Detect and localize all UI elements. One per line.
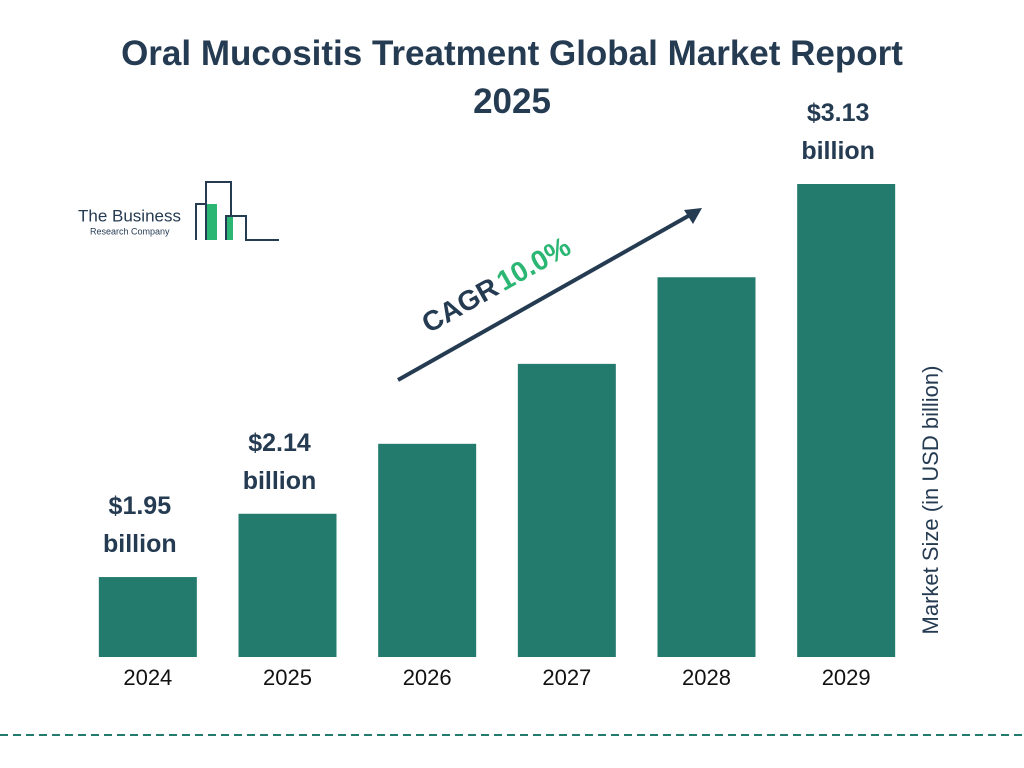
bar [797,184,896,657]
x-tick-label: 2024 [123,665,172,690]
chart-title: Oral Mucositis Treatment Global Market R… [121,34,903,121]
x-tick-label: 2025 [263,665,312,690]
x-tick-label: 2026 [403,665,452,690]
bar [238,513,337,657]
logo: The Business Research Company [78,181,279,241]
value-label: $1.95 billion [103,492,177,559]
y-axis-label: Market Size (in USD billion) [918,366,943,635]
bar [517,363,616,657]
logo-text: The Business [78,206,181,225]
x-tick-label: 2029 [822,665,871,690]
logo-shape [225,215,279,241]
value-label: $3.13 billion [801,99,875,165]
value-label: $2.14 billion [242,428,317,495]
logo-shape [205,181,232,240]
cagr-arrow [397,213,691,382]
bar [657,277,756,657]
cagr-arrow-head [684,208,702,224]
x-tick-label: 2027 [542,665,591,690]
x-tick-label: 2028 [682,665,731,690]
logo-shape [206,204,217,240]
logo-shape [226,216,233,240]
logo-text: Research Company [90,226,170,236]
logo-shape [195,203,206,240]
bar [378,443,477,657]
bar [98,577,197,657]
